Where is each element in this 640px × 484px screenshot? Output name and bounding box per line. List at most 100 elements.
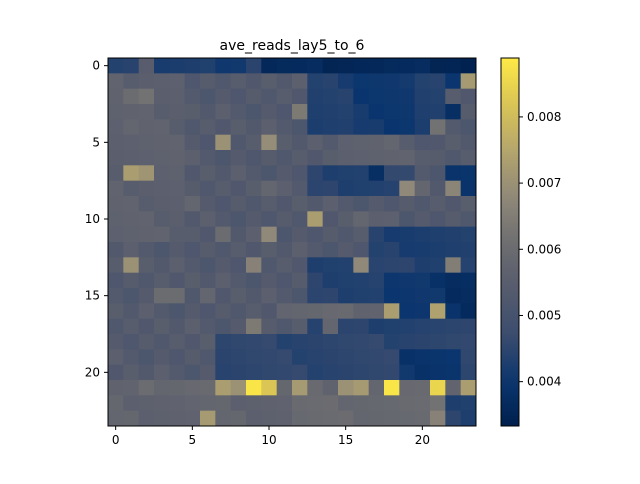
heatmap-cell: [169, 349, 186, 366]
heatmap-cell: [169, 134, 186, 151]
heatmap-cell: [399, 349, 416, 366]
heatmap-cell: [307, 134, 324, 151]
heatmap-cell: [215, 134, 232, 151]
colorbar-tick-label: 0.004: [527, 375, 561, 389]
heatmap-cell: [230, 88, 247, 105]
heatmap-cell: [108, 180, 124, 197]
heatmap-cells: [108, 58, 477, 427]
heatmap-cell: [460, 257, 477, 274]
heatmap-cell: [276, 165, 293, 182]
heatmap-cell: [353, 395, 370, 412]
heatmap-cell: [261, 58, 278, 74]
heatmap-cell: [230, 395, 247, 412]
heatmap-cell: [215, 242, 232, 258]
heatmap-cell: [368, 119, 385, 136]
heatmap-cell: [276, 395, 293, 412]
heatmap-cell: [414, 349, 431, 366]
heatmap-cell: [108, 150, 124, 166]
heatmap-cell: [307, 364, 324, 381]
heatmap-cell: [184, 349, 201, 366]
heatmap-cell: [108, 196, 124, 212]
heatmap-cell: [154, 58, 170, 74]
colorbar-tick-label: 0.007: [527, 176, 561, 190]
heatmap-cell: [276, 349, 293, 366]
heatmap-cell: [368, 88, 385, 105]
heatmap-cell: [460, 58, 477, 74]
heatmap-cell: [353, 104, 370, 120]
heatmap-cell: [246, 134, 262, 151]
heatmap-cell: [215, 380, 232, 396]
heatmap-cell: [368, 395, 385, 412]
heatmap-cell: [399, 395, 416, 412]
heatmap-cell: [123, 395, 140, 412]
colorbar-axis: 0.004 0.005 0.006 0.007 0.008: [519, 110, 561, 389]
heatmap-cell: [292, 134, 308, 151]
heatmap-cell: [445, 58, 462, 74]
heatmap-cell: [292, 58, 308, 74]
heatmap-cell: [154, 88, 170, 105]
heatmap-cell: [430, 242, 446, 258]
heatmap-cell: [414, 395, 431, 412]
heatmap-cell: [460, 226, 477, 243]
heatmap-cell: [169, 364, 186, 381]
heatmap-cell: [246, 380, 262, 396]
heatmap-cell: [276, 180, 293, 197]
heatmap-cell: [399, 196, 416, 212]
heatmap-cell: [108, 410, 124, 427]
heatmap-cell: [368, 257, 385, 274]
heatmap-cell: [292, 242, 308, 258]
heatmap-cell: [184, 150, 201, 166]
colorbar-tick-label: 0.006: [527, 242, 561, 256]
heatmap-cell: [414, 211, 431, 228]
heatmap-cell: [138, 226, 155, 243]
heatmap-cell: [430, 349, 446, 366]
heatmap-cell: [292, 226, 308, 243]
heatmap-cell: [184, 410, 201, 427]
heatmap-cell: [138, 58, 155, 74]
heatmap-cell: [154, 318, 170, 335]
heatmap-cell: [184, 211, 201, 228]
heatmap-cell: [246, 58, 262, 74]
heatmap-cell: [353, 318, 370, 335]
heatmap-cell: [353, 180, 370, 197]
heatmap-cell: [384, 119, 400, 136]
heatmap-cell: [460, 318, 477, 335]
heatmap-cell: [200, 257, 216, 274]
heatmap-cell: [200, 165, 216, 182]
heatmap-cell: [184, 226, 201, 243]
heatmap-cell: [307, 410, 324, 427]
heatmap-cell: [414, 58, 431, 74]
heatmap-cell: [338, 150, 354, 166]
heatmap-cell: [445, 288, 462, 304]
x-tick-label: 5: [189, 433, 197, 447]
heatmap-cell: [384, 242, 400, 258]
heatmap-cell: [276, 380, 293, 396]
y-tick-label: 10: [85, 212, 100, 226]
heatmap-cell: [368, 349, 385, 366]
heatmap-cell: [384, 88, 400, 105]
heatmap-cell: [460, 165, 477, 182]
heatmap-cell: [246, 196, 262, 212]
heatmap-cell: [108, 380, 124, 396]
heatmap-cell: [138, 104, 155, 120]
x-tick-label: 0: [112, 433, 120, 447]
y-tick-label: 5: [92, 135, 100, 149]
heatmap-cell: [460, 395, 477, 412]
heatmap-cell: [261, 272, 278, 289]
heatmap-cell: [292, 196, 308, 212]
heatmap-cell: [292, 288, 308, 304]
heatmap-cell: [184, 334, 201, 350]
heatmap-cell: [338, 410, 354, 427]
heatmap-cell: [123, 134, 140, 151]
heatmap-cell: [384, 165, 400, 182]
heatmap-cell: [368, 180, 385, 197]
heatmap-cell: [414, 242, 431, 258]
heatmap-cell: [292, 410, 308, 427]
heatmap-cell: [292, 180, 308, 197]
heatmap-cell: [414, 165, 431, 182]
heatmap-cell: [414, 119, 431, 136]
heatmap-cell: [200, 242, 216, 258]
heatmap-cell: [123, 272, 140, 289]
heatmap-cell: [445, 242, 462, 258]
heatmap-cell: [246, 272, 262, 289]
